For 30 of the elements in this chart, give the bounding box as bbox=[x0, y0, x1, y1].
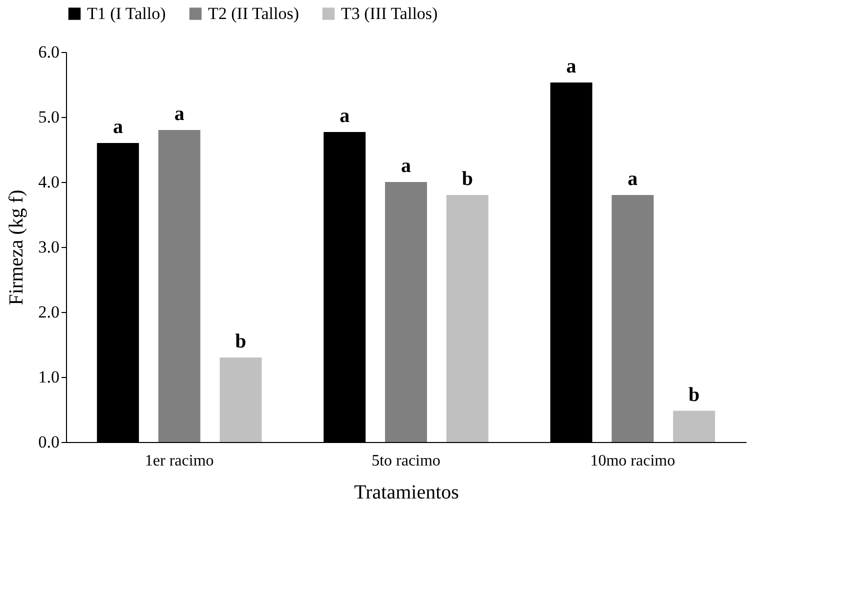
data-label: a bbox=[340, 104, 350, 127]
bar bbox=[385, 182, 427, 442]
legend-label: T1 (I Tallo) bbox=[87, 4, 166, 23]
y-tick-label: 2.0 bbox=[38, 302, 60, 322]
legend-label: T3 (III Tallos) bbox=[341, 4, 438, 23]
y-tick-label: 0.0 bbox=[38, 432, 60, 452]
data-label: b bbox=[688, 384, 700, 406]
x-tick-label: 5to racimo bbox=[372, 452, 440, 470]
legend-label: T2 (II Tallos) bbox=[208, 4, 300, 23]
x-tick-label: 1er racimo bbox=[144, 452, 214, 470]
bar bbox=[673, 410, 716, 442]
y-tick-label: 3.0 bbox=[38, 238, 60, 256]
x-axis-title: Tratamientos bbox=[354, 482, 460, 504]
data-label: a bbox=[628, 168, 638, 190]
data-label: a bbox=[112, 116, 123, 138]
y-tick-label: 5.0 bbox=[38, 108, 60, 126]
bar bbox=[220, 358, 262, 442]
data-label: a bbox=[174, 103, 184, 125]
bar bbox=[158, 130, 200, 442]
data-label: a bbox=[566, 56, 576, 78]
data-label: b bbox=[462, 168, 473, 190]
data-label: b bbox=[235, 330, 246, 352]
bar bbox=[612, 195, 654, 442]
y-tick-label: 1.0 bbox=[38, 368, 60, 386]
data-label: a bbox=[401, 155, 411, 177]
bar bbox=[446, 195, 488, 442]
y-tick-label: 6.0 bbox=[38, 42, 60, 62]
x-tick-label: 10mo racimo bbox=[590, 452, 676, 470]
y-tick-label: 4.0 bbox=[38, 172, 60, 192]
y-axis-title: Firmeza (kg f) bbox=[5, 190, 28, 306]
